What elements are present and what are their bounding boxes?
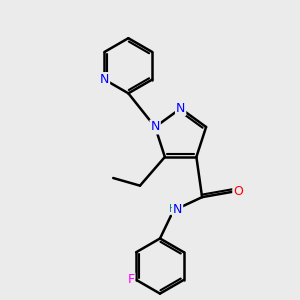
Text: N: N: [100, 73, 109, 86]
Text: H: H: [169, 204, 176, 214]
Text: F: F: [127, 273, 134, 286]
Text: N: N: [176, 102, 185, 115]
Text: N: N: [151, 121, 160, 134]
Text: O: O: [233, 185, 243, 198]
Text: N: N: [173, 202, 182, 216]
